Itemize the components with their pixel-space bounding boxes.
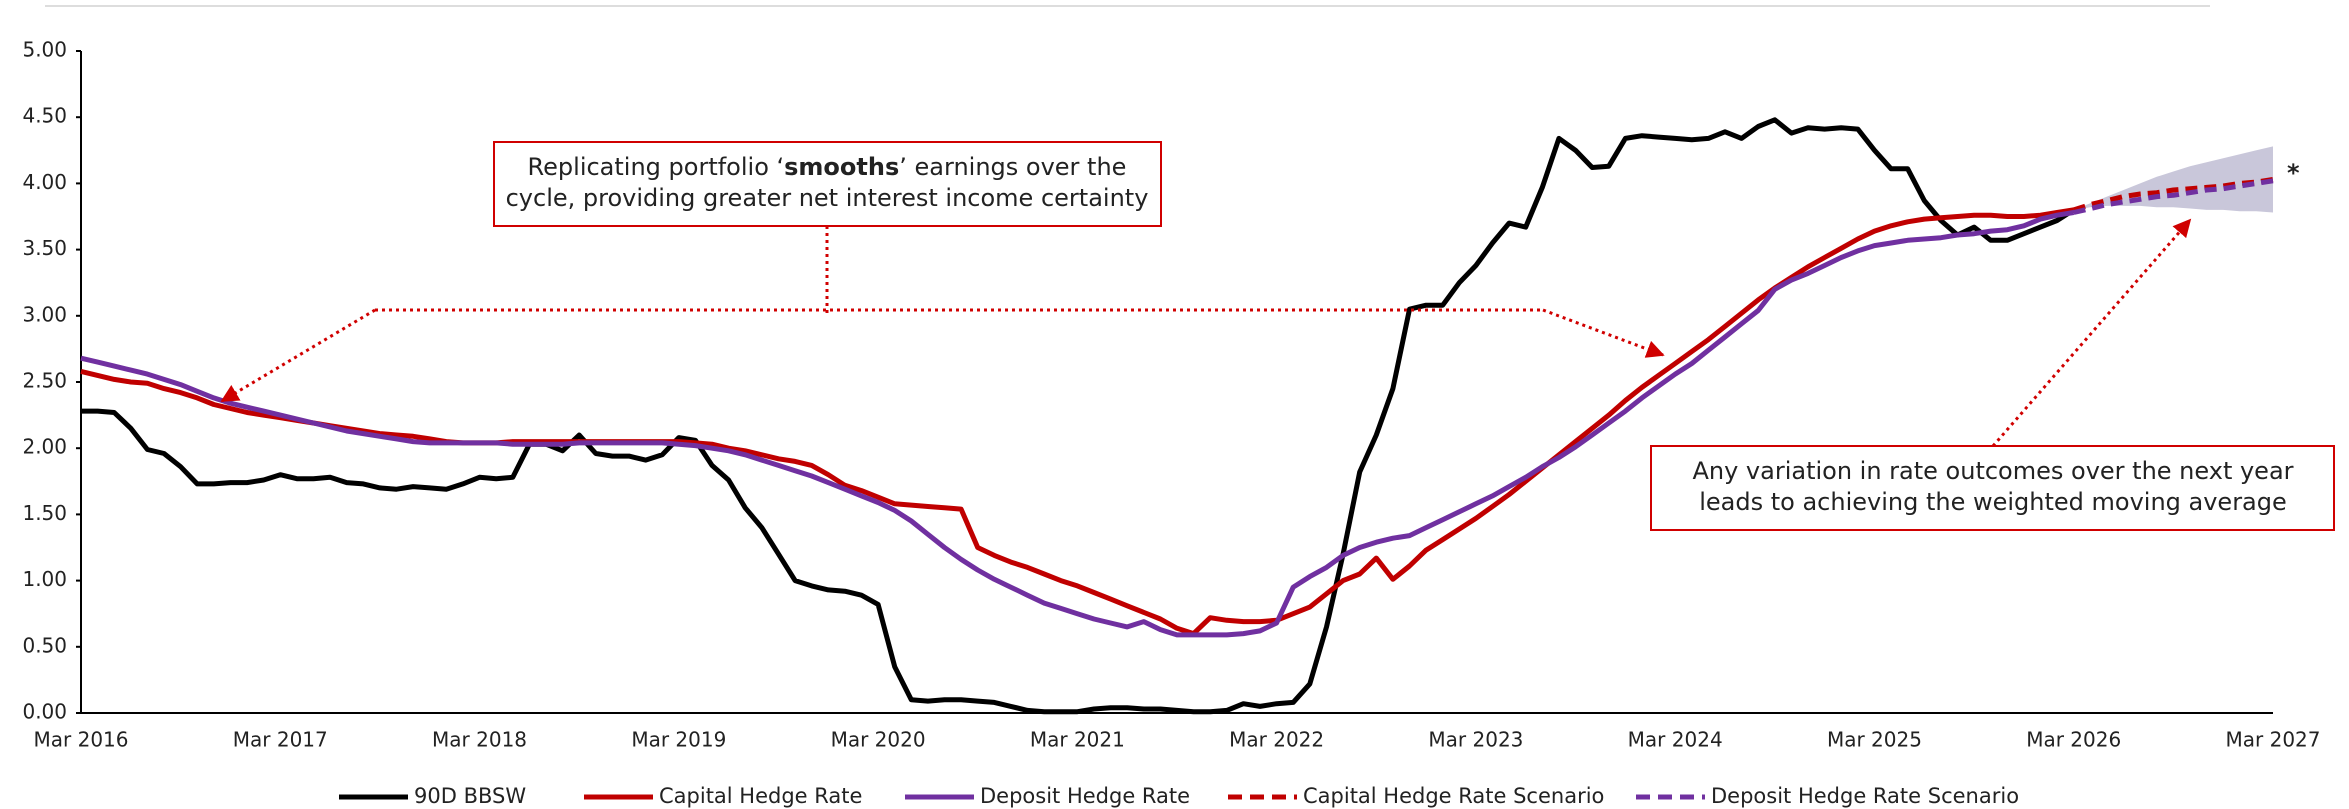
y-tick-label: 3.50	[22, 236, 67, 260]
y-tick-label: 2.50	[22, 369, 67, 393]
y-tick-label: 3.00	[22, 302, 67, 326]
annotation-line: leads to achieving the weighted moving a…	[1699, 488, 2287, 516]
y-tick-label: 2.00	[22, 435, 67, 459]
x-tick-label: Mar 2017	[233, 728, 328, 752]
y-tick-label: 1.00	[22, 567, 67, 591]
arrow	[1991, 218, 2192, 447]
annotation-box	[493, 141, 1162, 227]
plot-area: 0.00 0.50 1.00 1.50 2.00 2.50 3.00 3.50 4.00 4.50…	[22, 38, 2320, 752]
y-tick-label: 5.00	[22, 38, 67, 62]
y-tick-label: 0.00	[22, 700, 67, 724]
series-line	[2072, 176, 2274, 213]
y-tick-label: 1.50	[22, 501, 67, 525]
x-tick-label: Mar 2020	[831, 728, 926, 752]
x-tick-label: Mar 2022	[1229, 728, 1324, 752]
annotation-line: cycle, providing greater net interest in…	[506, 184, 1149, 212]
x-tick-label: Mar 2018	[432, 728, 527, 752]
annotation-box	[1650, 445, 2335, 531]
annotation-emphasis: smooths	[784, 153, 899, 181]
legend-label: Deposit Hedge Rate Scenario	[1711, 784, 2019, 808]
y-tick-label: 0.50	[22, 633, 67, 657]
arrow	[220, 308, 376, 403]
annotation-line: Any variation in rate outcomes over the …	[1692, 457, 2293, 485]
footnote-marker: *	[2287, 159, 2300, 187]
series-line	[80, 207, 2075, 637]
x-tick-label: Mar 2019	[631, 728, 726, 752]
annotation-line: Replicating portfolio ‘smooths’ earnings…	[528, 153, 1127, 181]
x-tick-label: Mar 2021	[1030, 728, 1125, 752]
annotation-text: Replicating portfolio ‘	[528, 153, 785, 181]
legend-label: Capital Hedge Rate	[659, 784, 862, 808]
legend-label: 90D BBSW	[414, 784, 526, 808]
x-tick-label: Mar 2026	[2026, 728, 2121, 752]
series-line	[80, 210, 2075, 638]
scenario-range	[2073, 146, 2273, 213]
y-tick-label: 4.00	[22, 170, 67, 194]
arrow	[1542, 308, 1665, 358]
legend-label: Deposit Hedge Rate	[980, 784, 1190, 808]
y-tick-label: 4.50	[22, 104, 67, 128]
series-line	[2073, 178, 2274, 215]
x-tick-label: Mar 2023	[1428, 728, 1523, 752]
series-line	[81, 117, 2076, 715]
legend-label: Capital Hedge Rate Scenario	[1303, 784, 1604, 808]
x-tick-label: Mar 2024	[1628, 728, 1723, 752]
x-tick-label: Mar 2016	[34, 728, 129, 752]
x-tick-label: Mar 2025	[1827, 728, 1922, 752]
annotation-text: ’ earnings over the	[899, 153, 1126, 181]
x-tick-label: Mar 2027	[2226, 728, 2321, 752]
